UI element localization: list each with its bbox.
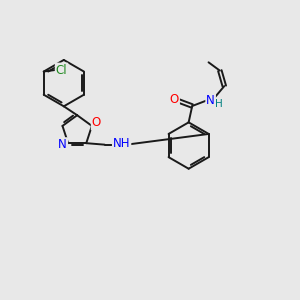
Text: O: O bbox=[92, 116, 101, 129]
Text: Cl: Cl bbox=[56, 64, 68, 76]
Text: NH: NH bbox=[113, 137, 130, 150]
Text: H: H bbox=[215, 99, 223, 109]
Text: N: N bbox=[58, 138, 67, 151]
Text: O: O bbox=[170, 93, 179, 106]
Text: N: N bbox=[206, 94, 215, 107]
